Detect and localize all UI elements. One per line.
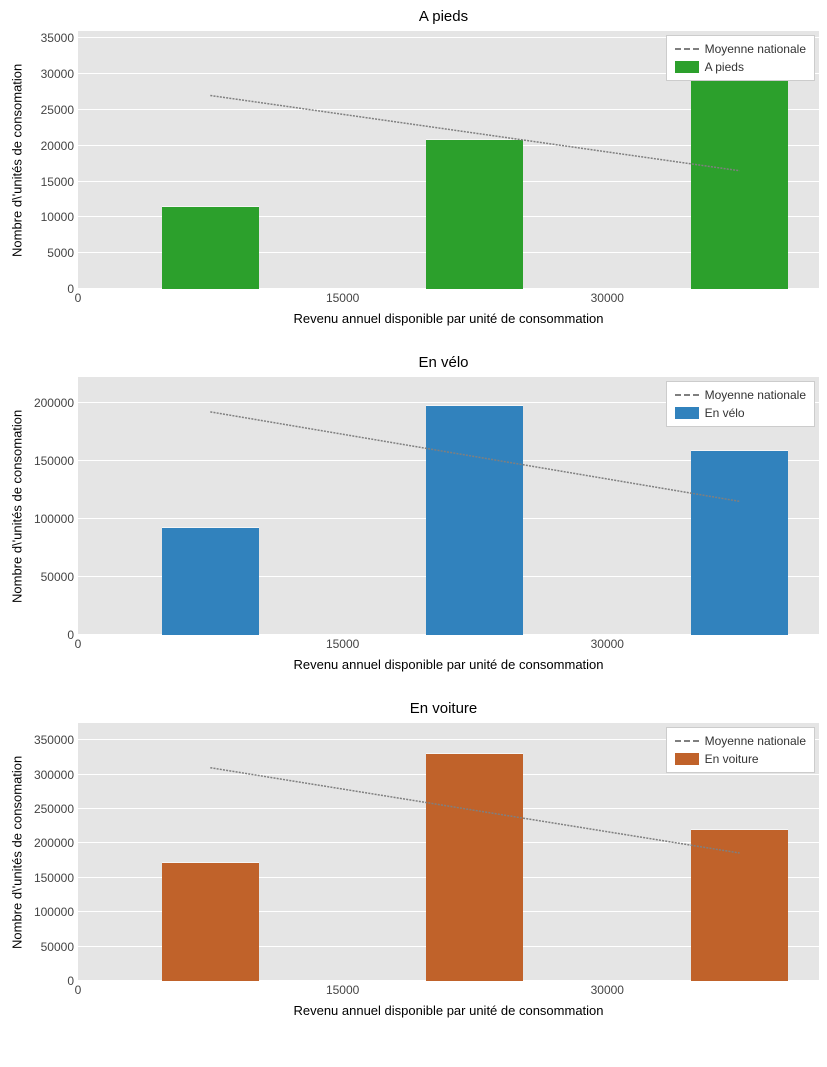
legend-label: En vélo xyxy=(705,404,745,422)
y-tick: 0 xyxy=(67,282,74,296)
y-tick: 150000 xyxy=(34,871,74,885)
y-tick: 50000 xyxy=(41,940,74,954)
plot-area: Moyenne nationaleEn voiture xyxy=(78,723,819,981)
legend-item-trend: Moyenne nationale xyxy=(675,386,806,404)
y-tick-labels: 05000100001500020000250003000035000 xyxy=(26,31,78,289)
x-tick: 30000 xyxy=(591,983,624,997)
dashed-line-icon xyxy=(675,48,699,50)
x-tick: 30000 xyxy=(591,637,624,651)
y-tick: 0 xyxy=(67,628,74,642)
color-swatch-icon xyxy=(675,61,699,73)
legend-item-series: A pieds xyxy=(675,58,806,76)
y-tick: 100000 xyxy=(34,512,74,526)
x-tick: 0 xyxy=(75,637,82,651)
figure: A pieds Nombre d\'unités de consomation 0 5… xyxy=(8,8,819,1018)
legend-item-trend: Moyenne nationale xyxy=(675,732,806,750)
x-tick-labels: 0 15000 30000 xyxy=(78,981,819,999)
subplot: A pieds Nombre d\'unités de consomation 0 5… xyxy=(8,8,819,326)
plot-area: Moyenne nationaleEn vélo xyxy=(78,377,819,635)
bar xyxy=(162,207,259,289)
x-axis-label: Revenu annuel disponible par unité de co… xyxy=(78,657,819,672)
legend: Moyenne nationaleA pieds xyxy=(666,35,815,81)
legend-label: Moyenne nationale xyxy=(705,40,806,58)
y-axis-label: Nombre d\'unités de consomation xyxy=(8,377,26,635)
x-tick: 0 xyxy=(75,291,82,305)
plot-area: Moyenne nationaleA pieds xyxy=(78,31,819,289)
legend-label: Moyenne nationale xyxy=(705,386,806,404)
x-axis-label: Revenu annuel disponible par unité de co… xyxy=(78,1003,819,1018)
x-tick-labels: 0 15000 30000 xyxy=(78,635,819,653)
bar xyxy=(426,140,523,289)
legend: Moyenne nationaleEn voiture xyxy=(666,727,815,773)
y-tick: 300000 xyxy=(34,768,74,782)
legend-label: En voiture xyxy=(705,750,759,768)
x-tick: 30000 xyxy=(591,291,624,305)
subplot: En vélo Nombre d\'unités de consomation 0 5… xyxy=(8,354,819,672)
x-tick: 15000 xyxy=(326,637,359,651)
y-tick: 250000 xyxy=(34,802,74,816)
chart-title: A pieds xyxy=(68,8,819,25)
x-tick: 0 xyxy=(75,983,82,997)
y-tick: 20000 xyxy=(41,139,74,153)
y-tick: 50000 xyxy=(41,570,74,584)
bar xyxy=(162,528,259,635)
y-tick: 100000 xyxy=(34,905,74,919)
x-tick: 15000 xyxy=(326,291,359,305)
y-tick-labels: 050000100000150000200000 xyxy=(26,377,78,635)
legend-label: Moyenne nationale xyxy=(705,732,806,750)
y-tick: 35000 xyxy=(41,31,74,45)
bar xyxy=(162,863,259,981)
legend-item-trend: Moyenne nationale xyxy=(675,40,806,58)
chart-title: En vélo xyxy=(68,354,819,371)
y-tick: 5000 xyxy=(47,246,74,260)
dashed-line-icon xyxy=(675,394,699,396)
bar xyxy=(691,830,788,981)
subplot: En voiture Nombre d\'unités de consomatio… xyxy=(8,700,819,1018)
bar xyxy=(426,406,523,635)
y-tick: 25000 xyxy=(41,103,74,117)
legend: Moyenne nationaleEn vélo xyxy=(666,381,815,427)
x-axis-label: Revenu annuel disponible par unité de co… xyxy=(78,311,819,326)
legend-item-series: En voiture xyxy=(675,750,806,768)
bar xyxy=(691,70,788,289)
legend-item-series: En vélo xyxy=(675,404,806,422)
dashed-line-icon xyxy=(675,740,699,742)
y-tick: 0 xyxy=(67,974,74,988)
y-axis-label: Nombre d\'unités de consomation xyxy=(8,31,26,289)
x-tick-labels: 0 15000 30000 xyxy=(78,289,819,307)
color-swatch-icon xyxy=(675,753,699,765)
bar xyxy=(691,451,788,635)
x-tick: 15000 xyxy=(326,983,359,997)
color-swatch-icon xyxy=(675,407,699,419)
y-tick: 15000 xyxy=(41,175,74,189)
y-tick: 10000 xyxy=(41,210,74,224)
y-tick: 200000 xyxy=(34,836,74,850)
y-tick-labels: 0500001000001500002000002500003000003500… xyxy=(26,723,78,981)
y-tick: 150000 xyxy=(34,454,74,468)
y-tick: 30000 xyxy=(41,67,74,81)
y-tick: 350000 xyxy=(34,733,74,747)
legend-label: A pieds xyxy=(705,58,744,76)
chart-title: En voiture xyxy=(68,700,819,717)
y-tick: 200000 xyxy=(34,396,74,410)
y-axis-label: Nombre d\'unités de consomation xyxy=(8,723,26,981)
bar xyxy=(426,754,523,981)
